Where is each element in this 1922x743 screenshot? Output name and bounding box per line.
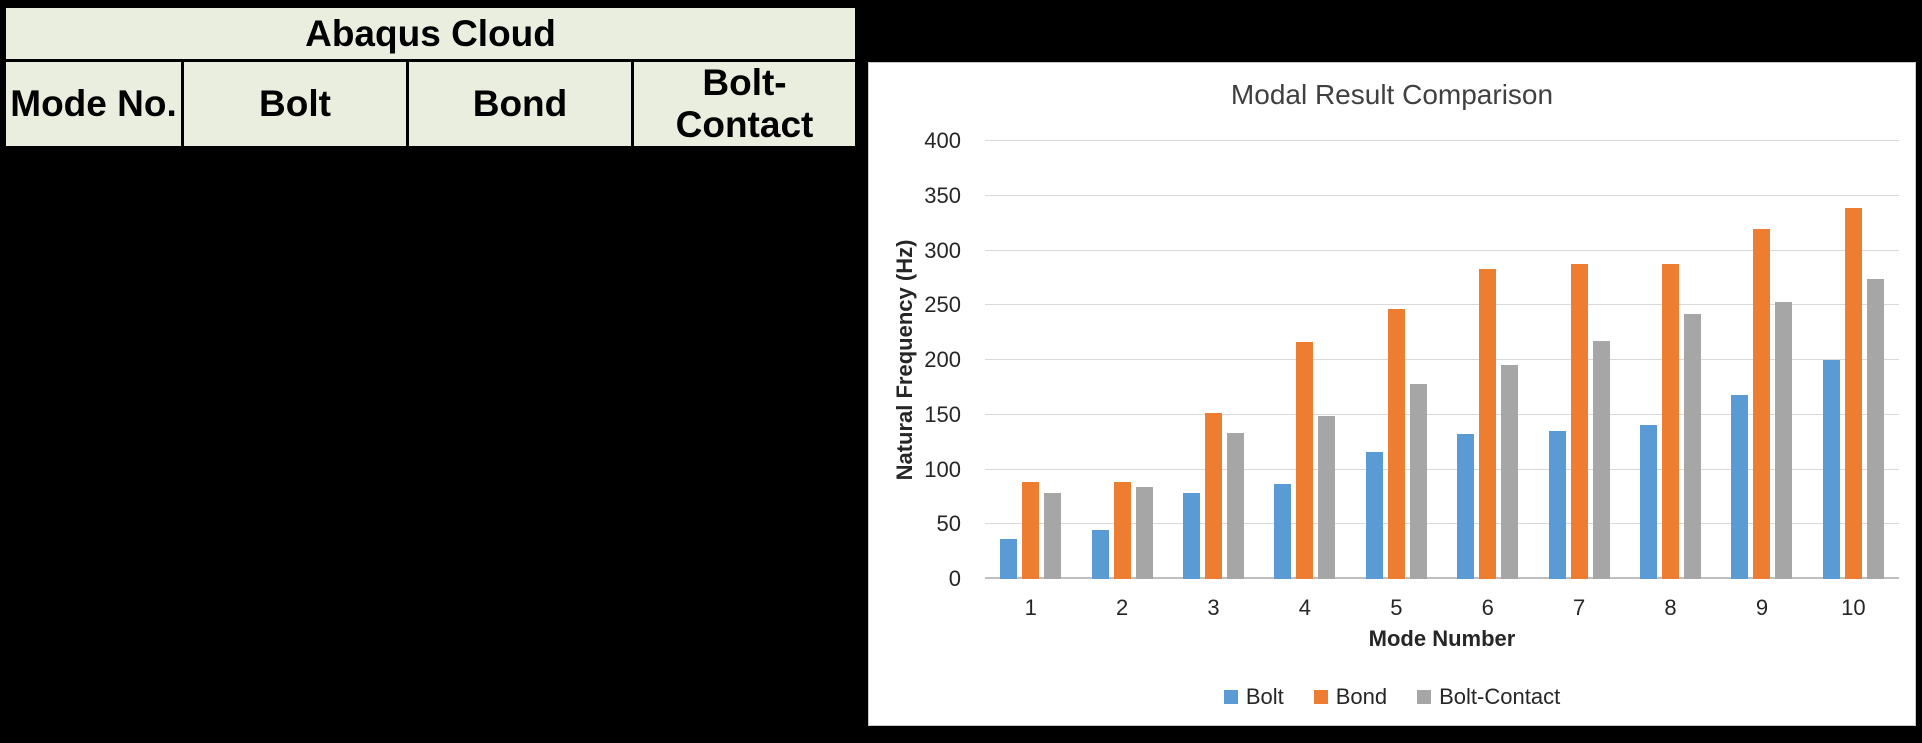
bar-bond-mode-3 [1205,412,1223,579]
bar-group-mode-4 [1259,141,1350,579]
legend-item-bolt-contact: Bolt-Contact [1417,684,1560,710]
bar-group-mode-2 [1076,141,1167,579]
x-axis-line [985,577,1899,579]
legend-item-bond: Bond [1313,684,1388,710]
bar-bond-mode-10 [1844,207,1862,579]
bar-group-mode-9 [1716,141,1807,579]
bar-bolt-contact-mode-8 [1684,314,1702,579]
bar-bolt-mode-9 [1731,395,1749,579]
y-axis-tick-labels: 0 50 100 150 200 250 300 350 400 [869,130,973,590]
bar-bolt-contact-mode-1 [1044,492,1062,579]
bar-group-mode-7 [1533,141,1624,579]
x-tick-label-2: 2 [1115,595,1129,620]
bar-bond-mode-9 [1753,228,1771,579]
x-tick-label-7: 7 [1573,595,1586,620]
bar-bolt-contact-mode-5 [1409,384,1427,579]
x-tick-label-10: 10 [1841,595,1866,620]
y-tick-label-300: 300 [924,237,961,263]
legend-item-bolt: Bolt [1223,684,1284,710]
legend-label-bolt-contact: Bolt-Contact [1439,684,1561,709]
x-axis-title: Mode Number [1368,626,1516,651]
legend-swatch-bolt-icon [1223,690,1238,704]
bar-bond-mode-6 [1479,269,1497,579]
x-tick-label-9: 9 [1755,595,1769,620]
bar-bolt-mode-2 [1091,529,1109,579]
bar-bond-mode-5 [1387,308,1405,579]
legend-label-bolt: Bolt [1245,684,1284,709]
y-tick-label-0: 0 [948,566,961,591]
gridline-200 [985,359,1899,360]
x-tick-label-3: 3 [1207,595,1220,620]
bar-bolt-mode-10 [1822,360,1840,579]
table-header-bond: Bond [406,59,634,149]
bar-group-mode-10 [1808,141,1899,579]
bar-bond-mode-1 [1022,481,1040,579]
x-tick-label-4: 4 [1298,595,1312,620]
y-tick-label-350: 350 [924,182,961,208]
y-tick-label-100: 100 [924,456,961,482]
y-tick-label-200: 200 [924,347,961,372]
bar-bolt-contact-mode-3 [1227,433,1245,579]
x-tick-label-1: 1 [1024,595,1037,620]
bar-bolt-mode-5 [1365,451,1383,579]
bar-bond-mode-4 [1296,342,1314,579]
bar-bolt-contact-mode-9 [1775,301,1793,579]
bar-bolt-contact-mode-2 [1135,487,1153,579]
bar-bolt-contact-mode-10 [1866,278,1884,579]
gridline-300 [985,249,1899,251]
y-tick-label-150: 150 [924,401,961,427]
legend-swatch-bond-icon [1313,690,1328,704]
legend-swatch-bolt-contact-icon [1417,690,1432,704]
gridline-150 [985,413,1899,415]
bar-group-mode-5 [1351,141,1442,579]
bar-bolt-mode-8 [1640,424,1658,579]
y-tick-label-50: 50 [936,511,961,537]
bar-bolt-mode-7 [1548,431,1566,579]
bar-bolt-mode-4 [1274,483,1292,579]
bar-bolt-mode-1 [1000,538,1018,579]
bars-row [985,141,1899,579]
table-header-bolt-contact: Bolt-Contact [631,59,858,149]
gridline-350 [985,194,1899,196]
gridline-50 [985,523,1899,525]
plot-area [985,140,1899,579]
abaqus-cloud-table: Abaqus Cloud Mode No. Bolt Bond Bolt-Con… [3,5,858,149]
x-tick-label-5: 5 [1390,595,1403,620]
bar-bolt-contact-mode-6 [1501,365,1519,579]
gridline-400 [985,140,1899,141]
bar-bolt-mode-3 [1183,492,1201,579]
bar-group-mode-1 [985,141,1076,579]
bar-group-mode-6 [1442,141,1533,579]
table-title-cell: Abaqus Cloud [3,5,858,62]
x-axis-tick-labels: 1 2 3 4 5 6 7 8 9 10 [985,595,1899,621]
bar-bond-mode-7 [1570,263,1588,579]
bar-bolt-contact-mode-4 [1318,415,1336,579]
legend-label-bond: Bond [1335,684,1388,709]
bar-bond-mode-8 [1662,263,1680,579]
bar-bolt-mode-6 [1457,434,1475,579]
bar-group-mode-3 [1168,141,1259,579]
y-tick-label-250: 250 [924,292,961,318]
x-tick-label-6: 6 [1481,595,1494,620]
table-header-mode-no: Mode No. [3,59,184,149]
bar-bolt-contact-mode-7 [1592,341,1610,579]
bar-group-mode-8 [1625,141,1716,579]
gridline-250 [985,304,1899,306]
x-tick-label-8: 8 [1664,595,1677,620]
bar-bond-mode-2 [1113,481,1131,579]
chart-panel: Modal Result Comparison Natural Frequenc… [868,62,1916,726]
chart-legend: Bolt Bond Bolt-Contact [869,684,1915,710]
table-header-bolt: Bolt [181,59,409,149]
gridline-100 [985,468,1899,470]
y-tick-label-400: 400 [924,128,961,153]
chart-title: Modal Result Comparison [1230,79,1554,110]
